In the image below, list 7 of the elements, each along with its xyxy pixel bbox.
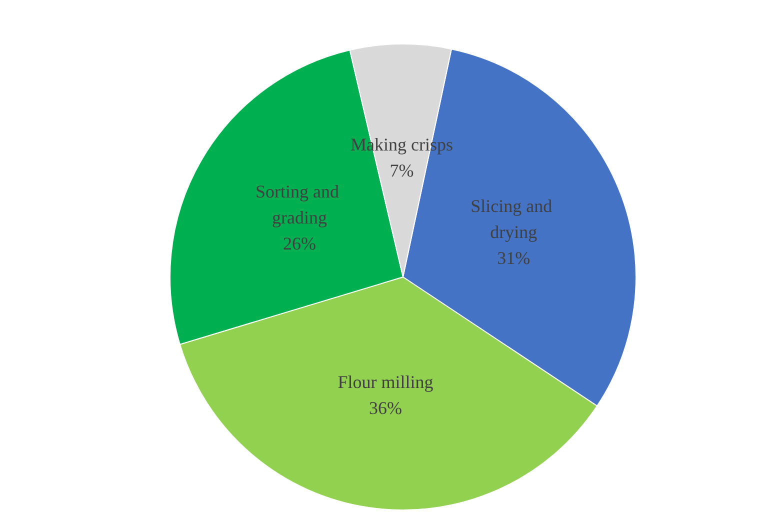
slice-label: Flour milling bbox=[338, 372, 434, 392]
data-label: 31% bbox=[497, 248, 530, 268]
data-label: 7% bbox=[390, 160, 414, 181]
data-label: 26% bbox=[283, 233, 316, 254]
slice-label: Slicing and drying bbox=[470, 196, 557, 242]
data-label: 36% bbox=[369, 398, 402, 418]
slice-label: Sorting and grading bbox=[256, 181, 344, 228]
